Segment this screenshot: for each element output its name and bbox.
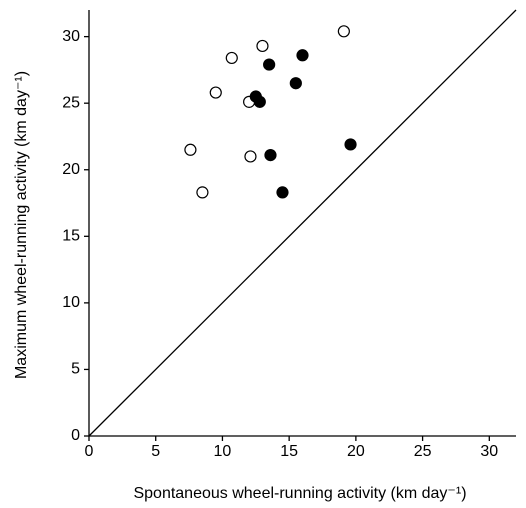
y-tick-label: 5: [71, 361, 80, 378]
x-tick-label: 25: [414, 443, 432, 460]
point: [276, 186, 289, 199]
point: [196, 186, 209, 199]
y-tick-label: 0: [71, 427, 80, 444]
y-axis-label: Maximum wheel-running activity (km day⁻¹…: [13, 71, 30, 379]
y-tick-label: 10: [62, 294, 80, 311]
y-tick-label: 20: [62, 161, 80, 178]
point: [264, 149, 277, 162]
x-tick-label: 5: [151, 443, 160, 460]
x-tick-label: 30: [480, 443, 498, 460]
y-tick-label: 25: [62, 94, 80, 111]
point: [256, 39, 269, 53]
point: [253, 95, 266, 108]
x-tick-label: 20: [347, 443, 365, 460]
x-tick-label: 0: [85, 443, 94, 460]
point: [244, 150, 257, 163]
point: [209, 86, 222, 99]
y-tick-label: 30: [62, 28, 80, 45]
point: [296, 49, 309, 62]
point: [225, 51, 238, 65]
point: [337, 25, 350, 38]
point: [184, 143, 197, 156]
point: [289, 77, 302, 90]
point: [263, 58, 276, 71]
x-tick-label: 10: [214, 443, 232, 460]
point: [344, 138, 357, 151]
x-axis-label: Spontaneous wheel-running activity (km d…: [133, 485, 466, 502]
y-tick-label: 15: [62, 228, 80, 245]
identity-line: [88, 9, 517, 437]
x-tick-label: 15: [280, 443, 298, 460]
